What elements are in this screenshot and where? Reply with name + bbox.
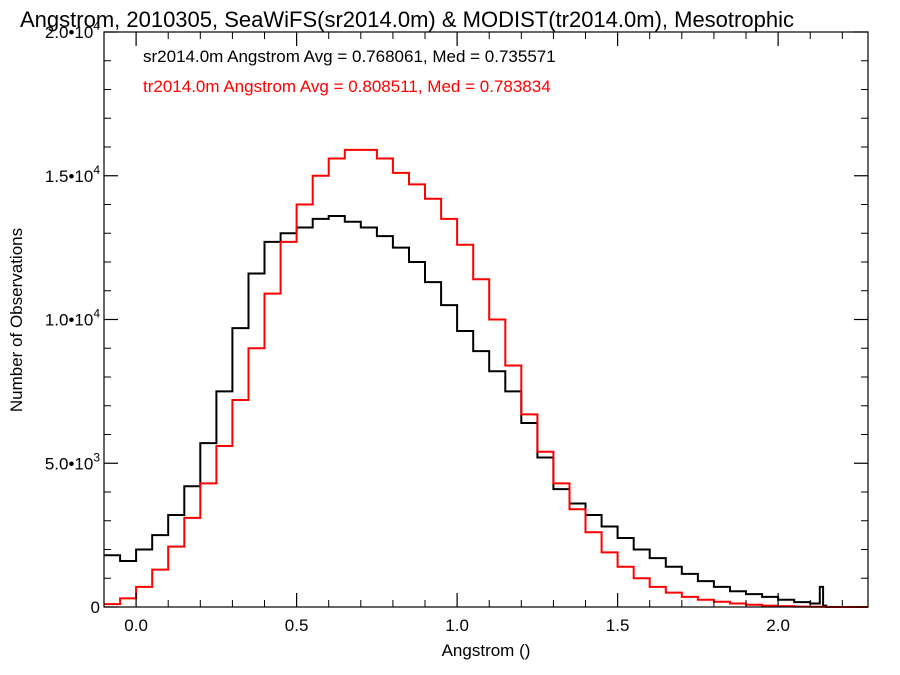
y-tick-label: 5.0•103 [45,450,101,473]
series-line-0 [104,215,868,608]
legend-entry-tr2014: tr2014.0m Angstrom Avg = 0.808511, Med =… [143,77,551,96]
y-tick-label: 1.5•104 [45,163,101,186]
plot-area: 0.0 0.5 1.0 1.5 2.0 0 5.0•103 1.0•104 1.5•104 2.0… [45,19,869,635]
x-axis-label: Angstrom () [442,641,531,660]
y-tick-label: 0 [91,598,100,617]
plot-frame [103,31,869,608]
x-tick-label: 1.5 [606,616,630,635]
chart-title: Angstrom, 2010305, SeaWiFS(sr2014.0m) & … [20,7,794,32]
x-tick-label: 1.0 [445,616,469,635]
y-tick-label: 1.0•104 [45,307,101,330]
legend-entry-sr2014: sr2014.0m Angstrom Avg = 0.768061, Med =… [143,47,556,66]
y-axis-label: Number of Observations [7,228,26,412]
series-line-1 [104,148,868,608]
x-tick-label: 0.5 [285,616,309,635]
x-tick-label: 2.0 [766,616,790,635]
y-tick-label: 2.0•104 [45,19,101,42]
x-tick-label: 0.0 [124,616,148,635]
